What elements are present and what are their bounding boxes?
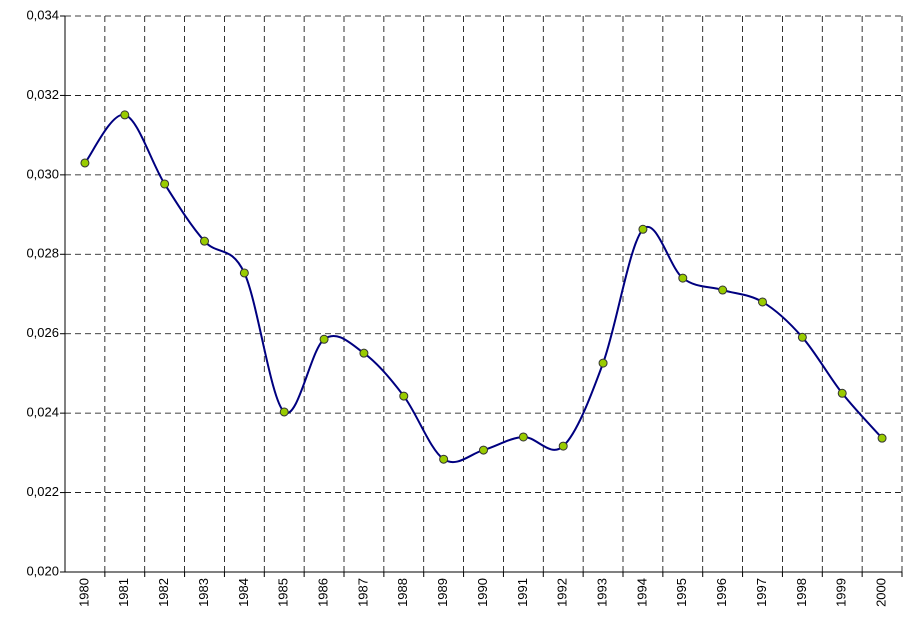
marker [120, 110, 130, 120]
marker [439, 454, 449, 464]
y-tick-label: 0,030 [26, 166, 59, 181]
x-tick-label: 1996 [714, 578, 729, 607]
marker [638, 224, 648, 234]
line [84, 113, 883, 464]
y-tick-label: 0,024 [26, 405, 59, 420]
x-tick-label: 1993 [595, 578, 610, 607]
x-tick-label: 1982 [156, 578, 171, 607]
y-tick-label: 0,020 [26, 563, 59, 578]
marker [200, 236, 209, 246]
x-tick-label: 1988 [395, 578, 410, 607]
x-tick-label: 1986 [316, 578, 331, 607]
marker [359, 348, 369, 358]
x-tick-label: 1980 [76, 578, 91, 607]
y-tick-label: 0,028 [26, 246, 59, 261]
marker [678, 273, 688, 283]
y-tick-label: 0,026 [26, 325, 59, 340]
x-tick-label: 1983 [196, 578, 211, 607]
y-tick-label: 0,034 [26, 7, 59, 22]
marker [80, 158, 90, 168]
marker [758, 297, 767, 307]
marker [239, 268, 249, 278]
marker [797, 332, 807, 342]
x-tick-label: 1991 [515, 578, 530, 607]
x-tick-label: 1987 [355, 578, 370, 607]
x-tick-label: 2000 [874, 578, 889, 607]
x-tick-label: 1992 [555, 578, 570, 607]
marker [558, 441, 568, 451]
x-tick-label: 1985 [276, 578, 291, 607]
y-tick-label: 0,032 [26, 87, 59, 102]
x-tick-label: 1999 [834, 578, 849, 607]
x-tick-label: 1994 [634, 578, 649, 607]
marker [160, 179, 170, 189]
x-tick-label: 1981 [116, 578, 131, 607]
x-tick-label: 1997 [754, 578, 769, 607]
x-tick-label: 1995 [674, 578, 689, 607]
marker [598, 358, 608, 368]
marker [518, 432, 528, 442]
x-tick-label: 1990 [475, 578, 490, 607]
marker [877, 433, 887, 443]
x-tick-label: 1984 [236, 578, 251, 607]
marker [399, 391, 409, 401]
marker [319, 334, 329, 344]
marker [837, 388, 847, 398]
marker [479, 445, 488, 455]
marker [279, 407, 289, 417]
x-tick-label: 1989 [435, 578, 450, 607]
x-tick-label: 1998 [794, 578, 809, 607]
marker [718, 285, 728, 295]
y-tick-label: 0,022 [26, 484, 59, 499]
